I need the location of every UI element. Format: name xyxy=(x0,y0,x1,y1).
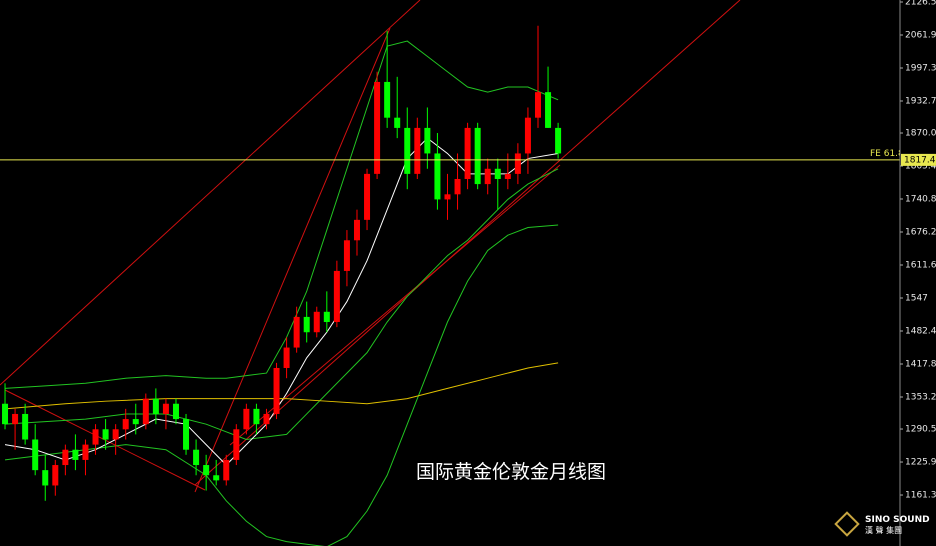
candle-body xyxy=(22,413,29,440)
candle-body xyxy=(343,240,350,271)
y-tick-label: 1870.0 xyxy=(905,129,936,139)
y-tick-label: 1353.2 xyxy=(905,392,936,402)
candle-body xyxy=(112,429,119,440)
candle-body xyxy=(454,178,461,195)
y-tick-label: 2126.5 xyxy=(905,0,936,7)
candle-body xyxy=(32,439,39,471)
candle-body xyxy=(394,117,401,128)
y-tick-label: 1417.8 xyxy=(905,360,936,370)
candle-body xyxy=(2,403,9,425)
candle-body xyxy=(504,173,511,179)
candle-body xyxy=(243,408,250,430)
candle-body xyxy=(92,429,99,445)
candle-body xyxy=(12,413,19,425)
candle-body xyxy=(183,419,190,450)
candle-body xyxy=(545,92,552,128)
candle-body xyxy=(152,398,159,414)
candle-body xyxy=(484,168,491,185)
candle-body xyxy=(283,347,290,368)
trend-line xyxy=(194,27,391,493)
candle-body xyxy=(494,168,501,179)
candle-body xyxy=(524,117,531,154)
candle-body xyxy=(313,311,320,333)
candle-body xyxy=(42,470,49,486)
price-tag: 1817.4 xyxy=(904,155,936,165)
trend-line xyxy=(194,0,741,486)
candle-body xyxy=(62,449,69,466)
candle-body xyxy=(82,444,89,460)
y-tick-label: 1805.4 xyxy=(905,162,936,172)
axis: 2126.5 2061.9 1997.3 1932.7 1870.0 1805.4 1740… xyxy=(900,0,936,501)
candle-body xyxy=(464,127,471,179)
trend-line xyxy=(0,0,421,386)
candle-body xyxy=(474,127,481,185)
price-tag-box xyxy=(901,153,936,166)
candle-body xyxy=(72,449,79,460)
y-tick-label: 1290.5 xyxy=(905,425,936,435)
y-tick-label: 1161.3 xyxy=(905,491,936,501)
y-tick-label: 1225.9 xyxy=(905,458,936,468)
plot: FE 61.8 xyxy=(0,25,904,546)
y-tick-label: 1740.8 xyxy=(905,195,936,205)
candle-body xyxy=(384,81,391,118)
candle-body xyxy=(323,311,330,323)
candle-body xyxy=(273,367,280,414)
indicator-line xyxy=(4,362,559,410)
logo: SINO SOUND 漢 聲 集團 xyxy=(834,511,930,537)
candle-body xyxy=(132,419,139,425)
indicator-line xyxy=(4,168,559,441)
trend-line xyxy=(4,389,206,491)
logo-subtitle: 漢 聲 集團 xyxy=(865,525,902,535)
indicator-line xyxy=(4,40,559,389)
y-tick-label: 1997.3 xyxy=(905,63,936,73)
candle-body xyxy=(424,127,431,154)
trend-lines xyxy=(0,0,741,493)
candle-body xyxy=(444,194,451,200)
candle-body xyxy=(172,403,179,420)
y-tick-label: 1482.4 xyxy=(905,327,936,337)
candle-body xyxy=(203,465,210,476)
candle-body xyxy=(434,153,441,200)
candle-body xyxy=(303,316,310,333)
candle-body xyxy=(233,429,240,460)
y-tick-label: 1676.2 xyxy=(905,228,936,238)
candle-body xyxy=(142,398,149,425)
candle-body xyxy=(534,92,541,118)
candle-body xyxy=(213,475,220,481)
candle-body xyxy=(193,449,200,466)
logo-brand: SINO SOUND xyxy=(865,515,930,525)
candle-body xyxy=(293,316,300,348)
candle-body xyxy=(162,403,169,414)
level-label: FE 61.8 xyxy=(870,149,904,159)
candle-body xyxy=(102,429,109,440)
candle-body xyxy=(52,465,59,486)
candle-body xyxy=(353,219,360,241)
candle-body xyxy=(555,127,562,154)
candle-body xyxy=(263,413,270,425)
logo-icon xyxy=(834,511,860,537)
chart-title: 国际黄金伦敦金月线图 xyxy=(416,461,606,483)
candle-body xyxy=(364,173,371,220)
candle-body xyxy=(404,127,411,174)
candle-body xyxy=(514,153,521,174)
candle-body xyxy=(122,419,129,430)
y-tick-label: 1547 xyxy=(905,294,928,304)
candle-body xyxy=(414,127,421,174)
indicator-line xyxy=(4,224,559,546)
candle-body xyxy=(253,408,260,425)
candle-body xyxy=(374,81,381,174)
y-tick-label: 2061.9 xyxy=(905,30,936,40)
y-tick-label: 1932.7 xyxy=(905,96,936,106)
candle-body xyxy=(223,459,230,481)
candle-body xyxy=(333,270,340,323)
y-tick-label: 1611.6 xyxy=(905,261,936,271)
